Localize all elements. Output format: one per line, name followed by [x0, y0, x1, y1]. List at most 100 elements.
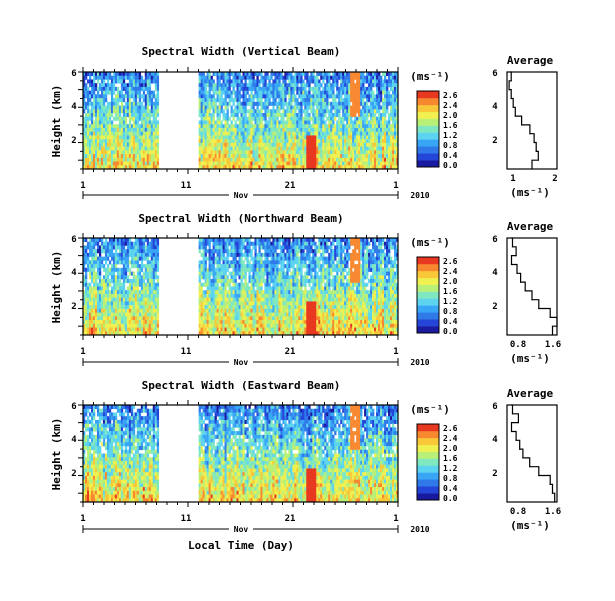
avg-title: Average [507, 387, 554, 400]
colorbar-swatch [417, 444, 439, 452]
avg-frame [506, 404, 558, 503]
height-tick-6: 6 [71, 235, 76, 245]
colorbar-swatch [417, 160, 439, 168]
panel-eastward-beam: Spectral Width (Eastward Beam) 6 4 2 Hei… [50, 379, 561, 552]
colorbar-swatch [417, 479, 439, 487]
colorbar-swatch [417, 132, 439, 140]
colorbar-tick-label: 1.6 [443, 121, 458, 130]
colorbar-tick-label: 1.2 [443, 131, 458, 140]
avg-profile-line [510, 404, 556, 502]
avg-height-tick-6: 6 [492, 235, 497, 245]
colorbar-tick-label: 0.4 [443, 484, 458, 493]
colorbar-swatch [417, 139, 439, 147]
colorbar-swatch [417, 312, 439, 320]
avg-profile-point [510, 80, 512, 82]
height-tick-4: 4 [71, 102, 77, 112]
colorbar-swatch [417, 277, 439, 285]
colorbar-tick-label: 0.4 [443, 317, 458, 326]
panel-title: Spectral Width (Vertical Beam) [142, 45, 341, 58]
avg-profile-point [538, 307, 540, 310]
avg-profile-point [510, 97, 512, 100]
avg-x-tick-1: 1 [510, 174, 515, 184]
avg-profile-point [531, 299, 533, 301]
avg-title: Average [507, 54, 554, 67]
colorbar-swatch [417, 257, 439, 265]
x-axis-label: Local Time (Day) [188, 539, 294, 552]
panel-title: Spectral Width (Northward Beam) [138, 212, 343, 225]
colorbar-swatch [417, 291, 439, 299]
avg-profile-point [510, 430, 513, 433]
avg-profile-point [537, 159, 539, 161]
avg-profile-point [514, 115, 516, 117]
year-label: 2010 [410, 191, 429, 200]
colorbar-tick-label: 2.4 [443, 267, 458, 276]
y-axis-label: Height (km) [50, 85, 63, 158]
avg-profile-point [522, 457, 524, 459]
day-tick-1-end: 1 [393, 347, 398, 357]
colorbar-swatch [417, 437, 439, 446]
colorbar-tick-label: 2.0 [443, 111, 458, 120]
avg-profile-point [549, 316, 551, 318]
day-tick-21: 21 [285, 347, 296, 357]
panel-title: Spectral Width (Eastward Beam) [142, 379, 341, 392]
avg-profile-point [520, 124, 523, 126]
colorbar-swatch [417, 424, 439, 432]
colorbar-swatch [417, 451, 439, 459]
colorbar-tick-label: 0.8 [443, 141, 458, 150]
avg-x-label: (ms⁻¹) [510, 352, 550, 365]
colorbar-swatch [417, 270, 439, 279]
colorbar-swatch [417, 284, 439, 292]
colorbar-frame [416, 90, 440, 168]
colorbar-tick-label: 0.0 [443, 327, 458, 336]
day-tick-1: 1 [80, 181, 85, 191]
height-tick-4: 4 [71, 435, 77, 445]
avg-x-label: (ms⁻¹) [510, 519, 550, 532]
avg-height-tick-2: 2 [492, 136, 497, 146]
colorbar-tick-label: 0.0 [443, 494, 458, 503]
height-tick-6: 6 [71, 402, 76, 412]
avg-profile-point [549, 483, 551, 485]
colorbar-swatch [417, 118, 439, 126]
colorbar-tick-label: 1.2 [443, 464, 458, 473]
avg-profile-point [515, 255, 517, 257]
day-tick-1-end: 1 [393, 181, 398, 191]
avg-x-tick-2: 2 [552, 174, 557, 184]
avg-height-tick-4: 4 [492, 102, 498, 112]
height-tick-6: 6 [71, 69, 76, 79]
day-tick-1-end: 1 [393, 514, 398, 524]
colorbar-unit: (ms⁻¹) [410, 236, 450, 249]
year-label: 2010 [410, 358, 429, 367]
avg-height-tick-4: 4 [492, 435, 498, 445]
colorbar-frame [416, 423, 440, 501]
colorbar-tick-label: 1.6 [443, 287, 458, 296]
colorbar-frame [416, 256, 440, 334]
panel-vertical-beam: Spectral Width (Vertical Beam) 6 4 2 Hei… [50, 45, 558, 200]
avg-height-tick-2: 2 [492, 469, 497, 479]
height-tick-2: 2 [71, 469, 76, 479]
colorbar-tick-label: 0.0 [443, 161, 458, 170]
colorbar-swatch [417, 111, 439, 119]
colorbar-swatch [417, 125, 439, 133]
avg-profile-line [510, 237, 558, 335]
month-label: Nov [234, 525, 249, 534]
colorbar-tick-label: 2.0 [443, 444, 458, 453]
colorbar-tick-label: 0.4 [443, 151, 458, 160]
avg-profile-point [524, 290, 526, 292]
avg-profile-point [535, 150, 537, 152]
avg-frame [506, 71, 558, 170]
height-tick-2: 2 [71, 136, 76, 146]
avg-profile-point [515, 439, 517, 441]
avg-profile-point [508, 89, 510, 91]
avg-profile-point [519, 448, 521, 450]
colorbar-swatch [417, 472, 439, 480]
colorbar-swatch [417, 326, 439, 334]
avg-height-tick-4: 4 [492, 268, 498, 278]
avg-x-label: (ms⁻¹) [510, 186, 550, 199]
colorbar-swatch [417, 319, 439, 327]
avg-frame [506, 237, 558, 336]
day-tick-11: 11 [181, 347, 192, 357]
colorbar-swatch [417, 305, 439, 313]
height-tick-4: 4 [71, 268, 77, 278]
avg-profile-point [538, 474, 540, 477]
